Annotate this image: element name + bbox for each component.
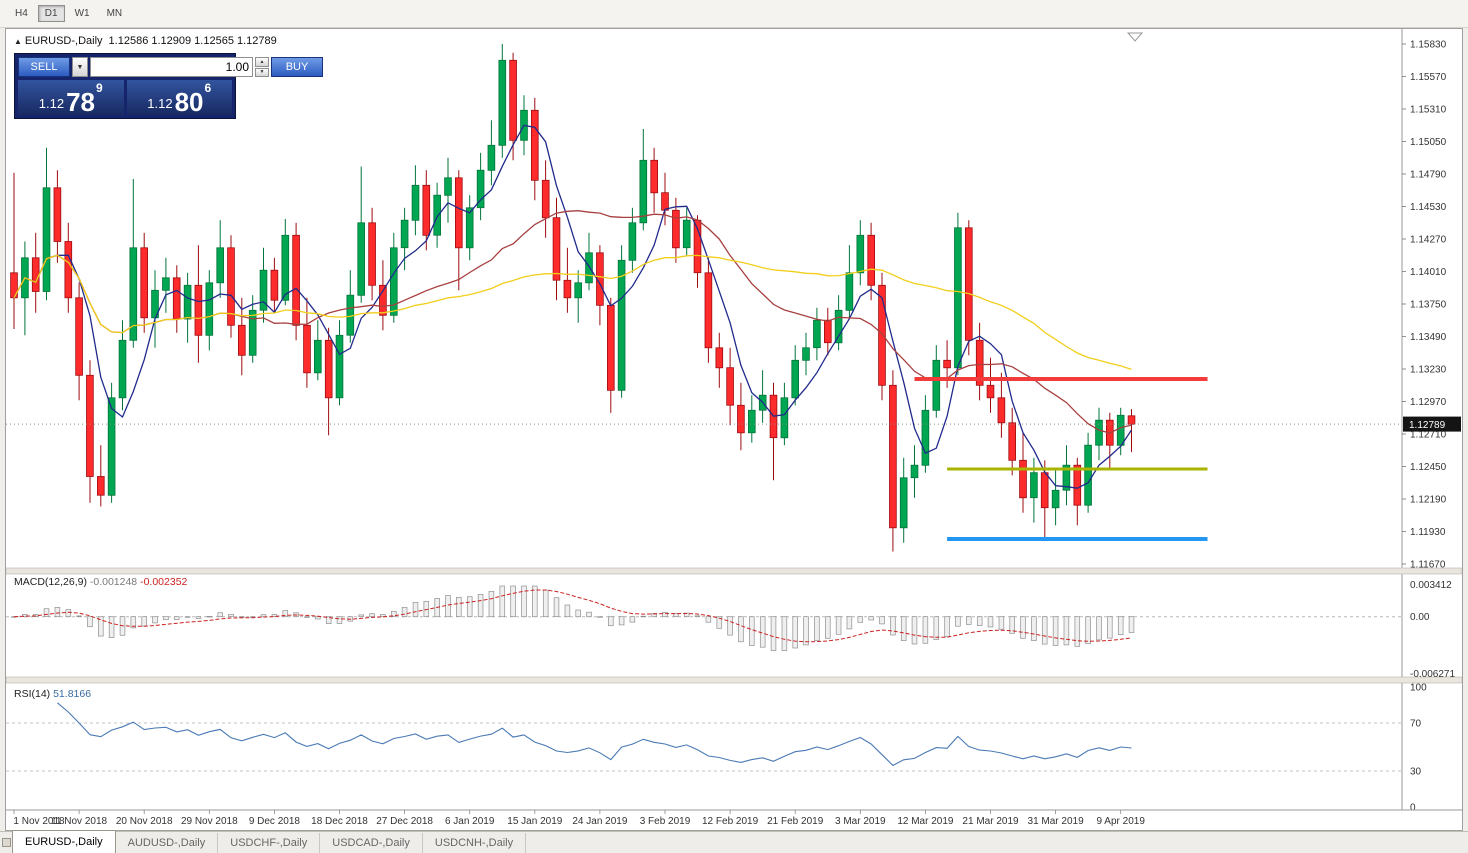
svg-text:1.13490: 1.13490	[1410, 332, 1447, 343]
svg-text:30: 30	[1410, 767, 1422, 778]
rsi-pane: RSI(14) 51.8166 100 70 30 0	[6, 683, 1427, 814]
ask-prefix: 1.12	[147, 96, 173, 111]
tab-usdchf-daily[interactable]: USDCHF-,Daily	[218, 833, 321, 853]
svg-text:70: 70	[1410, 719, 1422, 730]
volume-up-icon[interactable]: ▲	[255, 57, 269, 67]
timeframe-d1-button[interactable]: D1	[37, 5, 65, 22]
svg-text:21 Mar 2019: 21 Mar 2019	[962, 816, 1019, 827]
timeframe-h4-button[interactable]: H4	[8, 5, 35, 22]
svg-text:1.13230: 1.13230	[1410, 365, 1447, 376]
svg-text:1.14010: 1.14010	[1410, 267, 1447, 278]
svg-text:1.15310: 1.15310	[1410, 105, 1447, 116]
chart-tab-bar: EURUSD-,Daily AUDUSD-,Daily USDCHF-,Dail…	[0, 830, 1468, 853]
svg-text:1.14790: 1.14790	[1410, 170, 1447, 181]
sell-button[interactable]: SELL	[18, 57, 70, 77]
bid-prefix: 1.12	[38, 96, 65, 111]
chart-title-symbol: EURUSD-,Daily	[24, 35, 103, 47]
svg-text:1.12450: 1.12450	[1410, 462, 1447, 473]
svg-text:11 Nov 2018: 11 Nov 2018	[51, 816, 107, 827]
svg-text:1.11670: 1.11670	[1410, 560, 1446, 571]
svg-text:0: 0	[1410, 803, 1416, 814]
bid-pip-digit: 9	[96, 81, 103, 95]
tab-gutter	[0, 832, 12, 853]
bid-price-button[interactable]: 1.12 78 9	[18, 80, 124, 115]
macd-signal-line	[13, 589, 1132, 643]
svg-text:9 Dec 2018: 9 Dec 2018	[249, 816, 301, 827]
svg-text:21 Feb 2019: 21 Feb 2019	[767, 816, 824, 827]
svg-text:1.15570: 1.15570	[1410, 72, 1447, 83]
chart-canvas[interactable]: 1.15830 1.15570 1.15310 1.15050 1.14790 1.145…	[5, 29, 1463, 830]
svg-text:3 Feb 2019: 3 Feb 2019	[640, 816, 691, 827]
tab-audusd-daily[interactable]: AUDUSD-,Daily	[116, 833, 219, 853]
svg-text:12 Mar 2019: 12 Mar 2019	[897, 816, 954, 827]
timeframe-w1-button[interactable]: W1	[68, 5, 97, 22]
chart-title-ohlc: 1.12586 1.12909 1.12565 1.12789	[108, 35, 277, 47]
svg-text:-0.006271: -0.006271	[1410, 669, 1455, 680]
svg-text:0.00: 0.00	[1410, 612, 1430, 623]
timeframe-toolbar: H4 D1 W1 MN	[0, 0, 1468, 28]
price-axis[interactable]: 1.15830 1.15570 1.15310 1.15050 1.14790 1.145…	[1401, 29, 1447, 810]
tab-usdcad-daily[interactable]: USDCAD-,Daily	[320, 833, 423, 853]
svg-text:1.12190: 1.12190	[1410, 495, 1447, 506]
tab-eurusd-daily[interactable]: EURUSD-,Daily	[12, 830, 116, 853]
chart-title: ▲ EURUSD-,Daily 1.12586 1.12909 1.12565 1.…	[14, 35, 277, 47]
volume-stepper[interactable]: ▲ ▼	[255, 57, 269, 77]
window-icon	[1, 838, 11, 847]
trade-panel-price-row: 1.12 78 9 1.12 80 6	[18, 80, 232, 115]
trade-panel-top-row: SELL ▼ ▲▼ BUY	[18, 57, 323, 77]
price-chart-svg[interactable]: 1.15830 1.15570 1.15310 1.15050 1.14790 1.145…	[5, 29, 1463, 830]
bid-main-digits: 78	[66, 86, 96, 117]
buy-button[interactable]: BUY	[271, 57, 323, 77]
chart-background	[6, 29, 1462, 830]
svg-text:29 Nov 2018: 29 Nov 2018	[181, 816, 238, 827]
symbol-triangle-icon: ▲	[14, 37, 22, 46]
svg-text:24 Jan 2019: 24 Jan 2019	[572, 816, 627, 827]
svg-text:12 Feb 2019: 12 Feb 2019	[702, 816, 759, 827]
svg-text:1 Nov 2018: 1 Nov 2018	[13, 816, 65, 827]
ask-pip-digit: 6	[204, 81, 212, 95]
ma-50-line	[13, 254, 1132, 371]
svg-text:1.15050: 1.15050	[1410, 137, 1447, 148]
timeframe-mn-button[interactable]: MN	[100, 5, 130, 22]
macd-label: MACD(12,26,9) -0.001248 -0.002352	[14, 576, 188, 588]
svg-text:1.11930: 1.11930	[1410, 527, 1446, 538]
svg-text:100: 100	[1410, 683, 1427, 694]
ask-price-button[interactable]: 1.12 80 6	[126, 80, 232, 117]
svg-text:1.13750: 1.13750	[1410, 300, 1447, 311]
svg-text:20 Nov 2018: 20 Nov 2018	[116, 816, 173, 827]
current-price-badge: 1.12789	[1403, 416, 1461, 432]
svg-text:1.14530: 1.14530	[1410, 202, 1447, 213]
candles	[10, 44, 1136, 552]
rsi-line	[57, 702, 1132, 767]
macd-pane: MACD(12,26,9) -0.001248 -0.002352 0.00341…	[6, 576, 1455, 680]
svg-text:1.12970: 1.12970	[1410, 397, 1447, 408]
svg-text:31 Mar 2019: 31 Mar 2019	[1028, 816, 1085, 827]
svg-text:1.15830: 1.15830	[1410, 40, 1447, 51]
ma-5-line	[13, 124, 1133, 489]
pane-separator[interactable]	[5, 567, 1463, 575]
tab-usdcnh-daily[interactable]: USDCNH-,Daily	[423, 833, 527, 853]
volume-input[interactable]	[90, 57, 253, 77]
svg-text:9 Apr 2019: 9 Apr 2019	[1097, 816, 1146, 827]
svg-text:15 Jan 2019: 15 Jan 2019	[507, 816, 562, 827]
svg-text:27 Dec 2018: 27 Dec 2018	[376, 816, 433, 827]
chart-shift-marker-icon[interactable]	[1126, 32, 1144, 42]
svg-text:18 Dec 2018: 18 Dec 2018	[311, 816, 368, 827]
svg-text:0.003412: 0.003412	[1410, 580, 1452, 591]
ask-main-digits: 80	[174, 86, 204, 117]
svg-text:1.12789: 1.12789	[1409, 420, 1446, 431]
svg-text:3 Mar 2019: 3 Mar 2019	[835, 816, 886, 827]
svg-text:6 Jan 2019: 6 Jan 2019	[445, 816, 495, 827]
chart-area: 1.15830 1.15570 1.15310 1.15050 1.14790 1.145…	[5, 28, 1463, 831]
rsi-label: RSI(14) 51.8166	[14, 688, 91, 700]
volume-down-icon[interactable]: ▼	[255, 67, 269, 77]
svg-text:1.12710: 1.12710	[1410, 430, 1447, 441]
svg-text:1.14270: 1.14270	[1410, 235, 1447, 246]
volume-dropdown-icon[interactable]: ▼	[72, 57, 88, 77]
pane-separator[interactable]	[5, 676, 1463, 684]
